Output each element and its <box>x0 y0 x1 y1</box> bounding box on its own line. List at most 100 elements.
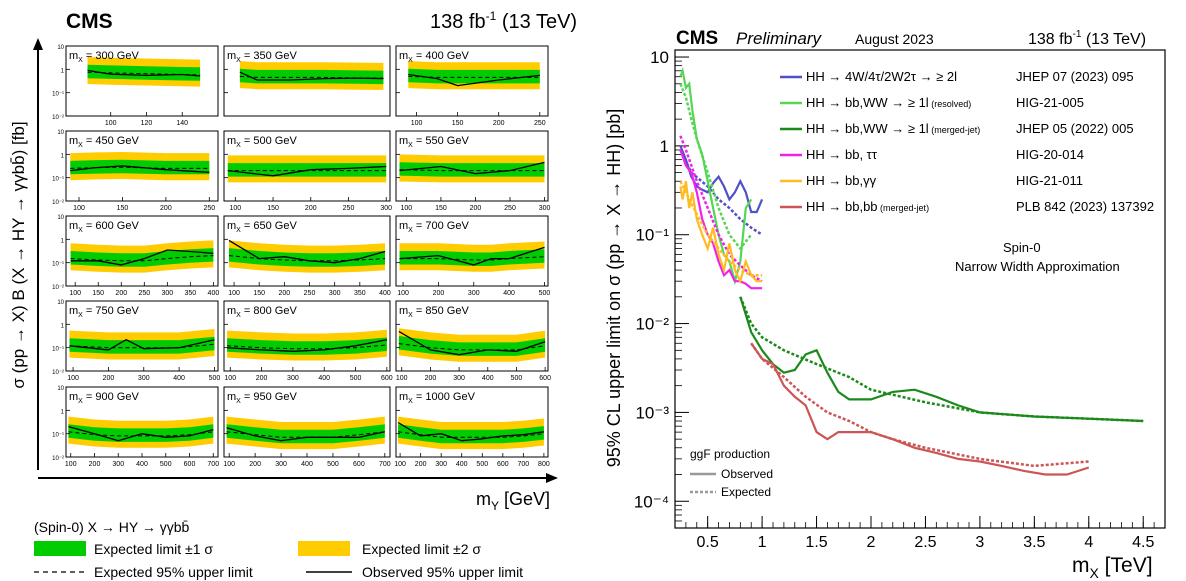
x-tick-label: 200 <box>433 290 445 297</box>
x-tick-label: 100 <box>228 290 240 297</box>
legend-label: HH → bb,WW → ≥ 1l (merged-jet) <box>806 121 980 136</box>
y-tick-label: 10 <box>57 215 64 221</box>
panel-frame <box>395 386 549 458</box>
y-tick-label: 10⁻¹ <box>52 347 64 353</box>
observed-limit-line <box>70 249 214 266</box>
x-tick-label: 300 <box>539 205 551 212</box>
observed-limit-line <box>397 421 544 442</box>
legend-reference: PLB 842 (2023) 137392 <box>1016 199 1154 214</box>
panel-frame <box>395 300 549 372</box>
x-tick-label: 500 <box>209 375 221 382</box>
panel-label: mX = 500 GeV <box>227 135 297 149</box>
y-tick-label: 1 <box>61 238 65 244</box>
left-x-axis-label: mY [GeV] <box>476 489 550 513</box>
legend-one-sigma-swatch <box>34 541 86 556</box>
x-tick-label: 400 <box>456 461 468 468</box>
x-tick-label: 300 <box>468 290 480 297</box>
x-tick-label: 100 <box>397 290 409 297</box>
expected-curve <box>679 149 763 236</box>
observed-limit-line <box>228 239 386 264</box>
legend-two-sigma-swatch <box>298 541 350 556</box>
x-tick-label: 140 <box>176 120 188 127</box>
x-tick-label: 600 <box>497 461 509 468</box>
left-legend: (Spin-0) X → HY → γγbb̄ Expected limit ±… <box>34 519 523 580</box>
legend-label: HH → bb,γγ <box>806 173 877 188</box>
one-sigma-band <box>399 249 545 266</box>
right-curves <box>679 66 1144 476</box>
one-sigma-band <box>68 424 214 442</box>
x-tick-label: 100 <box>401 205 413 212</box>
x-tick-label: 0.5 <box>697 534 719 551</box>
x-tick-label: 100 <box>229 205 241 212</box>
expected-limit-line <box>70 166 210 169</box>
expected-limit-line <box>399 256 545 261</box>
legend-entry-4: HH → bb, ττ HIG-20-014 <box>780 147 1084 162</box>
panel-label: mX = 900 GeV <box>69 391 139 405</box>
x-tick-label: 500 <box>327 461 339 468</box>
x-tick-label: 150 <box>452 120 464 127</box>
x-tick-label: 100 <box>69 290 81 297</box>
panel-label: mX = 400 GeV <box>399 50 469 64</box>
y-tick-label: 10⁻² <box>52 370 64 376</box>
x-tick-label: 3 <box>975 534 984 551</box>
x-tick-label: 150 <box>117 205 129 212</box>
y-tick-label: 10⁻¹ <box>52 433 64 439</box>
y-tick-label: 10 <box>57 300 64 306</box>
right-y-axis-label: 95% CL upper limit on σ (pp → X → HH) [p… <box>604 109 624 468</box>
y-tick-label: 10⁻³ <box>635 403 669 422</box>
y-tick-label: 10⁻¹ <box>635 226 669 245</box>
x-tick-label: 300 <box>275 461 287 468</box>
y-tick-label: 10⁻² <box>635 315 669 334</box>
x-tick-label: 200 <box>305 205 317 212</box>
y-tick-label: 10 <box>57 386 64 392</box>
right-cms-label: CMS <box>676 28 718 49</box>
x-tick-label: 200 <box>115 290 127 297</box>
one-sigma-band <box>398 424 544 444</box>
x-tick-label: 300 <box>380 205 392 212</box>
x-tick-label: 120 <box>141 120 153 127</box>
x-tick-label: 100 <box>67 375 79 382</box>
left-figure: CMS 138 fb-1 (13 TeV) σ (pp → X) B (X → … <box>9 9 577 580</box>
panel-8: 100 150 200 250 300 350 400 mX = 650 GeV <box>223 215 391 297</box>
x-tick-label: 200 <box>279 290 291 297</box>
right-x-axis-label: mX [TeV] <box>1072 554 1153 581</box>
y-tick-label: 1 <box>61 68 65 74</box>
x-tick-label: 150 <box>267 205 279 212</box>
observed-limit-line <box>70 165 210 173</box>
panel-4: 10 1 10⁻¹ 10⁻² 100 150 200 250 mX = 450 GeV <box>52 130 219 212</box>
expected-limit-line <box>408 75 540 78</box>
x-tick-label: 350 <box>185 290 197 297</box>
x-tick-label: 400 <box>318 375 330 382</box>
series-5 <box>679 180 763 285</box>
one-sigma-band <box>399 162 545 177</box>
x-tick-label: 200 <box>470 205 482 212</box>
x-tick-label: 300 <box>435 461 447 468</box>
legend-reference: HIG-21-005 <box>1016 95 1084 110</box>
expected-limit-line <box>69 343 215 349</box>
x-tick-label: 100 <box>105 120 117 127</box>
x-tick-label: 400 <box>208 290 220 297</box>
panel-frame <box>65 300 219 372</box>
expected-curve <box>679 83 753 251</box>
panel-14: 100 200 300 400 500 600 700 mX = 950 GeV <box>223 386 391 468</box>
panel-label: mX = 1000 GeV <box>399 391 476 405</box>
x-tick-label: 700 <box>207 461 219 468</box>
x-tick-label: 100 <box>394 461 406 468</box>
x-tick-label: 300 <box>329 290 341 297</box>
one-sigma-band <box>408 68 540 84</box>
y-tick-label: 10 <box>57 45 64 51</box>
legend-reference: HIG-20-014 <box>1016 147 1084 162</box>
x-tick-label: 700 <box>518 461 530 468</box>
expected-curve <box>750 342 1089 468</box>
x-tick-label: 250 <box>343 205 355 212</box>
series-2 <box>679 66 753 286</box>
x-tick-label: 150 <box>435 205 447 212</box>
panel-3: 100 150 200 250 mX = 400 GeV <box>395 45 549 127</box>
panel-7: 10 1 10⁻¹ 10⁻² 100 150 200 250 300 350 400 mX = 600… <box>52 215 219 297</box>
x-tick-label: 400 <box>173 375 185 382</box>
production-observed-label: Observed <box>721 467 773 481</box>
panel-label: mX = 750 GeV <box>69 305 139 319</box>
